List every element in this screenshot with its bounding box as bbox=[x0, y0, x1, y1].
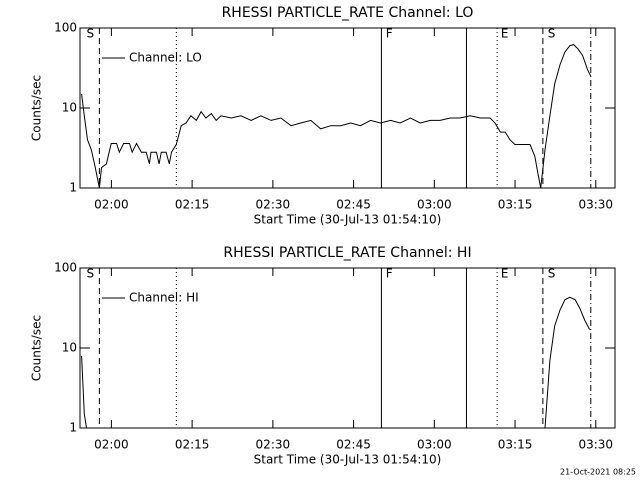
x-tick-label: 02:00 bbox=[94, 198, 129, 212]
plot-area bbox=[81, 268, 592, 428]
chart-title: RHESSI PARTICLE_RATE Channel: HI bbox=[223, 245, 471, 261]
x-tick-label: 03:15 bbox=[498, 198, 533, 212]
data-line bbox=[81, 44, 592, 188]
x-tick-label: 02:15 bbox=[175, 438, 210, 452]
legend-label: Channel: LO bbox=[129, 51, 202, 65]
x-tick-label: 03:30 bbox=[578, 198, 613, 212]
x-tick-label: 03:00 bbox=[417, 198, 452, 212]
x-tick-label: 02:00 bbox=[94, 438, 129, 452]
plot-frame bbox=[79, 267, 616, 429]
x-tick-label: 03:30 bbox=[578, 438, 613, 452]
x-tick-label: 02:15 bbox=[175, 198, 210, 212]
y-tick-label: 100 bbox=[54, 21, 77, 35]
y-axis-label: Counts/sec bbox=[30, 75, 44, 141]
x-axis-label: Start Time (30-Jul-13 01:54:10) bbox=[254, 213, 442, 227]
x-tick-label: 03:15 bbox=[498, 438, 533, 452]
data-line bbox=[81, 296, 591, 428]
x-tick-label: 02:45 bbox=[336, 198, 371, 212]
y-tick-label: 1 bbox=[69, 421, 77, 435]
y-axis-label: Counts/sec bbox=[30, 315, 44, 381]
event-label: S bbox=[86, 267, 94, 281]
x-tick-label: 03:00 bbox=[417, 438, 452, 452]
event-label: S bbox=[548, 267, 556, 281]
legend-label: Channel: HI bbox=[129, 291, 199, 305]
event-label: E bbox=[501, 267, 509, 281]
y-tick-label: 100 bbox=[54, 261, 77, 275]
y-tick-label: 10 bbox=[62, 101, 77, 115]
x-tick-label: 02:30 bbox=[256, 438, 291, 452]
x-tick-label: 02:45 bbox=[336, 438, 371, 452]
plot-area bbox=[81, 28, 592, 188]
event-label: E bbox=[501, 27, 509, 41]
footer: 21-Oct-2021 08:25 bbox=[560, 468, 636, 477]
y-tick-label: 10 bbox=[62, 341, 77, 355]
event-label: S bbox=[548, 27, 556, 41]
x-tick-label: 02:30 bbox=[256, 198, 291, 212]
event-label: F bbox=[386, 27, 393, 41]
x-axis-label: Start Time (30-Jul-13 01:54:10) bbox=[254, 453, 442, 467]
event-label: F bbox=[386, 267, 393, 281]
y-tick-label: 1 bbox=[69, 181, 77, 195]
event-label: S bbox=[86, 27, 94, 41]
plot-frame bbox=[79, 27, 616, 189]
chart-title: RHESSI PARTICLE_RATE Channel: LO bbox=[222, 5, 474, 21]
